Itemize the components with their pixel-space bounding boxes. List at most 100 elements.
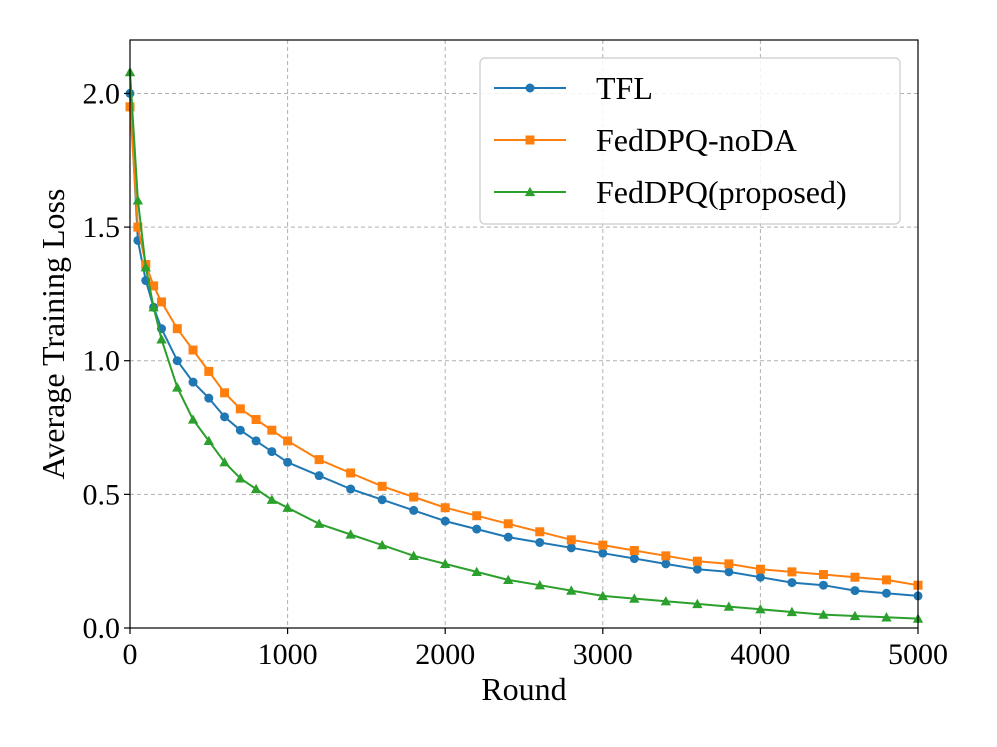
legend-marker <box>525 83 535 93</box>
data-point <box>313 518 325 528</box>
data-point <box>172 356 182 366</box>
data-point <box>267 447 277 457</box>
data-point <box>440 503 450 513</box>
data-point <box>172 382 183 392</box>
data-point <box>692 564 702 574</box>
x-tick-label: 0 <box>123 638 138 671</box>
legend: TFL FedDPQ-noDA FedDPQ(proposed) <box>479 57 901 225</box>
data-point <box>204 366 214 376</box>
data-point <box>598 540 608 550</box>
data-point <box>535 527 545 537</box>
data-point <box>692 598 703 609</box>
y-tick-label: 1.5 <box>83 211 121 244</box>
plot-frame <box>129 39 919 629</box>
data-point <box>440 516 450 526</box>
y-tick-label: 2.0 <box>83 77 121 110</box>
data-point <box>472 511 482 521</box>
data-point <box>818 570 828 580</box>
data-point <box>692 556 702 566</box>
data-point <box>346 468 356 478</box>
data-point <box>471 566 482 577</box>
data-point <box>660 596 672 606</box>
data-point <box>157 297 167 307</box>
legend-label: FedDPQ-noDA <box>596 122 797 158</box>
data-point <box>220 388 230 398</box>
data-point <box>267 425 277 435</box>
x-tick-label: 4000 <box>730 638 790 671</box>
data-point <box>849 610 861 621</box>
data-point <box>408 550 419 560</box>
data-point <box>503 519 513 529</box>
x-tick-label: 3000 <box>573 638 633 671</box>
y-axis-title: Average Training Loss <box>35 189 71 480</box>
data-point <box>148 302 159 312</box>
data-point <box>409 505 419 515</box>
data-point <box>503 532 513 542</box>
legend-marker <box>525 135 535 145</box>
data-point <box>723 601 735 611</box>
data-point <box>786 606 798 617</box>
data-point <box>661 551 671 561</box>
data-point <box>133 222 143 232</box>
data-point <box>755 604 766 614</box>
data-point <box>156 334 167 344</box>
data-point <box>283 457 293 467</box>
data-point <box>235 425 245 435</box>
data-point <box>250 483 262 494</box>
data-point <box>472 524 482 534</box>
legend-label: TFL <box>596 70 653 106</box>
data-point <box>440 558 451 568</box>
x-tick-label: 1000 <box>258 638 318 671</box>
x-axis-ticks: 0 1000 2000 3000 4000 5000 <box>123 628 948 671</box>
data-point <box>534 580 545 590</box>
data-point <box>251 415 261 425</box>
data-point <box>188 345 198 355</box>
data-point <box>629 554 639 564</box>
data-point <box>629 593 640 603</box>
data-point <box>251 436 261 446</box>
data-point <box>787 578 797 588</box>
data-point <box>787 567 797 577</box>
data-point <box>283 436 293 446</box>
data-point <box>140 262 151 272</box>
legend-label: FedDPQ(proposed) <box>596 174 847 210</box>
data-point <box>629 545 639 555</box>
series-layer <box>124 66 924 623</box>
data-point <box>266 494 278 504</box>
data-point <box>376 539 388 550</box>
data-point <box>149 281 159 291</box>
data-point <box>755 564 765 574</box>
y-tick-label: 0.0 <box>83 612 121 645</box>
data-point <box>172 324 182 334</box>
data-point <box>345 529 356 539</box>
data-point <box>881 575 891 585</box>
data-point <box>204 393 214 403</box>
data-point <box>314 455 324 465</box>
data-point <box>598 548 608 558</box>
data-point <box>203 435 214 446</box>
data-point <box>724 567 734 577</box>
data-point <box>597 590 608 601</box>
data-point <box>566 535 576 545</box>
y-tick-label: 0.5 <box>83 478 121 511</box>
data-point <box>755 572 765 582</box>
data-point <box>661 559 671 569</box>
data-point <box>132 195 144 205</box>
data-point <box>818 609 829 619</box>
y-axis-ticks: 0.0 0.5 1.0 1.5 2.0 <box>83 77 130 645</box>
data-point <box>220 412 230 422</box>
legend-marker <box>524 186 536 197</box>
data-point <box>235 404 245 414</box>
x-tick-label: 2000 <box>415 638 475 671</box>
data-point <box>566 543 576 553</box>
data-point <box>219 457 230 467</box>
data-point <box>818 580 828 590</box>
data-point <box>881 612 892 622</box>
data-point <box>724 559 734 569</box>
data-point <box>187 414 199 424</box>
data-point <box>188 377 198 387</box>
y-tick-label: 1.0 <box>83 345 121 378</box>
data-point <box>314 471 324 481</box>
data-point <box>377 481 387 491</box>
data-point <box>503 574 514 585</box>
